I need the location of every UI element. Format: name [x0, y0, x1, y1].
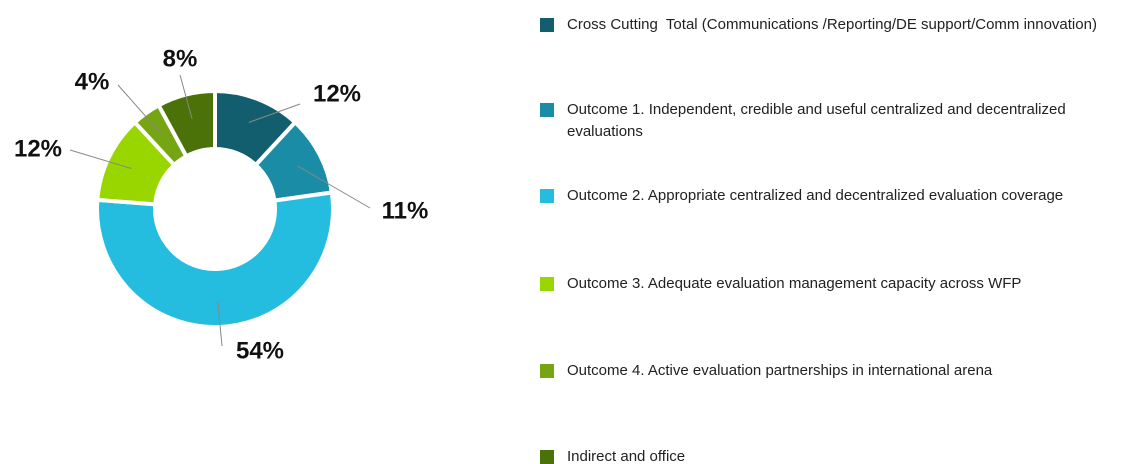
legend-swatch: [540, 18, 554, 32]
data-label: 12%: [313, 80, 361, 107]
legend-swatch: [540, 277, 554, 291]
legend-item: Outcome 3. Adequate evaluation managemen…: [540, 273, 1125, 295]
leader-line: [179, 74, 193, 119]
data-label: 8%: [163, 45, 198, 72]
leader-line: [297, 165, 371, 209]
leader-line: [117, 84, 162, 134]
legend-item: Cross Cutting Total (Communications /Rep…: [540, 14, 1125, 36]
donut-slice: [155, 88, 217, 159]
leader-line: [217, 301, 223, 347]
legend-item: Indirect and office: [540, 446, 1125, 464]
data-label: 54%: [236, 337, 284, 364]
leader-line: [69, 149, 132, 169]
legend-item: Outcome 1. Independent, credible and use…: [540, 99, 1125, 143]
legend-label: Outcome 1. Independent, credible and use…: [567, 101, 1070, 140]
legend-swatch: [540, 103, 554, 117]
legend-item: Outcome 4. Active evaluation partnership…: [540, 360, 1125, 382]
data-label: 4%: [75, 68, 110, 95]
legend-label: Cross Cutting Total (Communications /Rep…: [567, 16, 1097, 33]
data-label: 11%: [382, 197, 429, 224]
legend-label: Indirect and office: [567, 448, 686, 464]
legend-label: Outcome 2. Appropriate centralized and d…: [567, 187, 1064, 204]
legend-label: Outcome 4. Active evaluation partnership…: [567, 362, 993, 379]
legend-swatch: [540, 189, 554, 203]
donut-slice: [95, 190, 335, 329]
chart: 12% 11% 54% 12% 4% 8%: [14, 45, 429, 364]
legend-swatch: [540, 364, 554, 378]
data-label: 12%: [14, 135, 62, 162]
leader-line: [248, 103, 301, 123]
legend-item: Outcome 2. Appropriate centralized and d…: [540, 185, 1125, 207]
legend-swatch: [540, 450, 554, 464]
legend-label: Outcome 3. Adequate evaluation managemen…: [567, 275, 1022, 292]
